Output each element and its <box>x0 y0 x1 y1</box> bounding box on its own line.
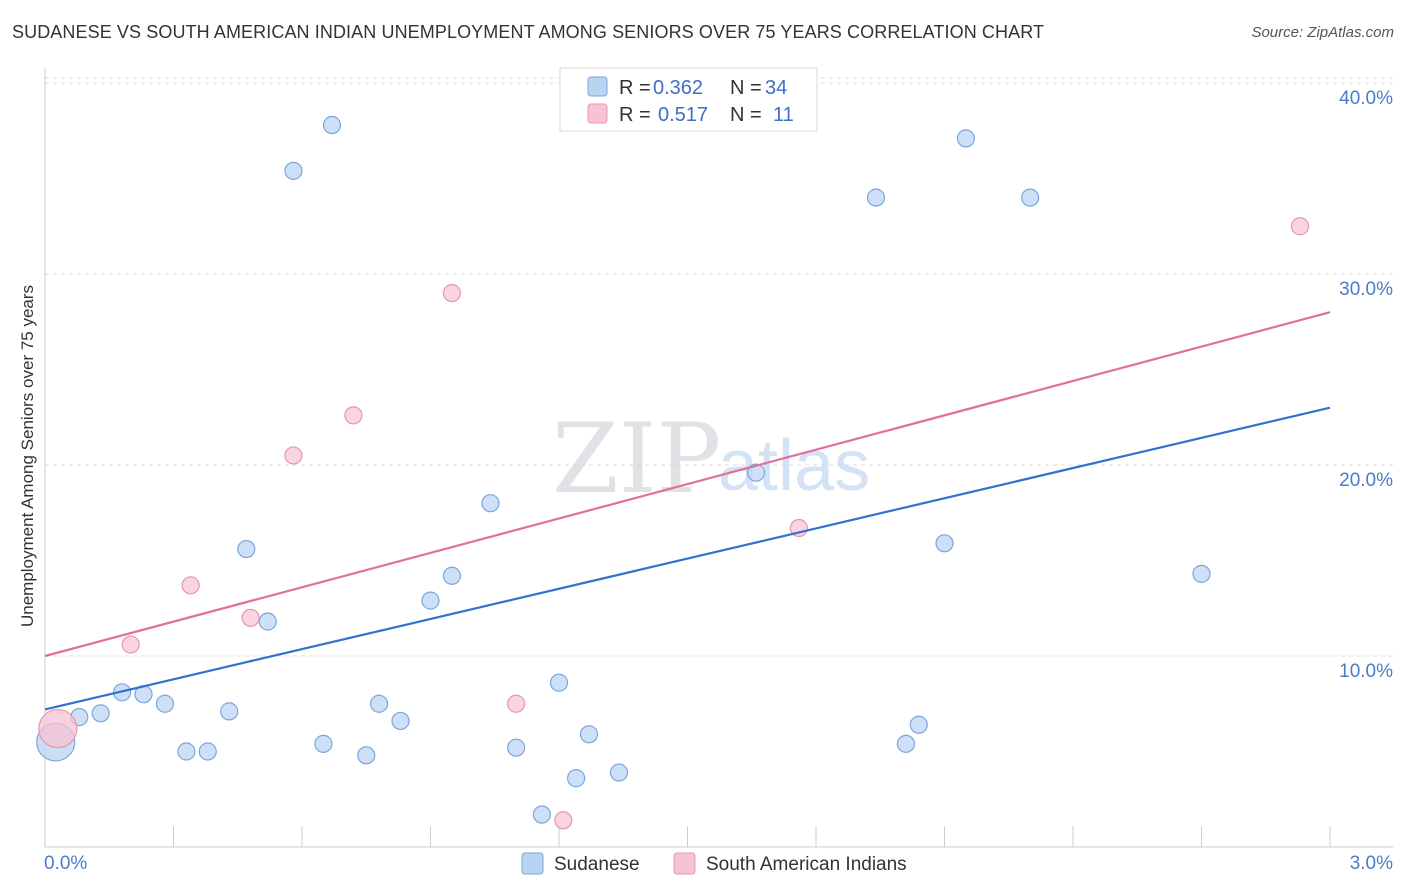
sudanese-n-value: 34 <box>765 77 787 99</box>
sai-point-2 <box>181 576 200 595</box>
sai-point-0 <box>38 708 78 749</box>
sudanese-point-32 <box>1021 188 1040 207</box>
x-tick-label-max: 3.0% <box>1350 853 1393 874</box>
y-tick-label-30: 30.0% <box>1339 279 1393 300</box>
data-points <box>36 115 1310 830</box>
sai-point-3 <box>241 608 260 627</box>
sai-point-4 <box>284 446 303 465</box>
sudanese-point-17 <box>421 591 440 610</box>
sudanese-r-value: 0.362 <box>653 77 703 99</box>
sudanese-point-23 <box>567 769 586 788</box>
legend-swatch-sudanese <box>521 852 544 875</box>
sudanese-point-13 <box>322 115 342 135</box>
watermark-atlas: atlas <box>718 426 870 506</box>
watermark: ZIP atlas <box>552 403 870 515</box>
source-label: Source: ZipAtlas.com <box>1251 24 1394 41</box>
sudanese-point-10 <box>258 612 277 631</box>
y-axis-label: Unemployment Among Seniors over 75 years <box>18 285 37 627</box>
sudanese-point-8 <box>220 702 239 721</box>
sudanese-point-21 <box>532 805 551 824</box>
sudanese-legend-swatch <box>587 76 608 97</box>
sudanese-point-18 <box>442 566 462 585</box>
sudanese-point-28 <box>896 734 916 753</box>
sudanese-point-11 <box>284 161 303 180</box>
sai-point-1 <box>121 635 140 654</box>
sai-trend-line <box>44 311 1331 658</box>
sudanese-r-label: R = <box>619 77 651 99</box>
sudanese-trend-line <box>44 406 1331 711</box>
legend-label-sudanese: Sudanese <box>554 854 640 875</box>
sudanese-point-25 <box>609 763 629 782</box>
sai-r-value: 0.517 <box>658 104 708 126</box>
legend-swatch-sai <box>673 852 696 875</box>
sudanese-point-20 <box>507 738 526 757</box>
sai-point-8 <box>554 811 573 830</box>
sai-r-label: R = <box>619 104 651 126</box>
sudanese-point-15 <box>370 694 389 713</box>
sudanese-point-6 <box>177 742 196 761</box>
sudanese-point-14 <box>357 746 376 765</box>
sudanese-point-7 <box>198 742 217 761</box>
sudanese-point-9 <box>237 539 256 559</box>
sai-n-value: 11 <box>773 104 794 126</box>
sudanese-n-label: N = <box>730 77 762 99</box>
sai-n-label: N = <box>730 104 762 126</box>
sudanese-point-2 <box>91 704 110 723</box>
y-tick-label-40: 40.0% <box>1339 88 1393 109</box>
chart-title: SUDANESE VS SOUTH AMERICAN INDIAN UNEMPL… <box>12 22 1045 42</box>
sudanese-point-31 <box>956 129 976 148</box>
sudanese-point-16 <box>391 711 410 731</box>
y-tick-labels: 10.0% 20.0% 30.0% 40.0% <box>1339 88 1393 682</box>
sudanese-point-19 <box>481 494 500 513</box>
y-tick-label-20: 20.0% <box>1339 470 1393 491</box>
sudanese-point-30 <box>935 534 954 553</box>
sudanese-point-29 <box>909 715 928 734</box>
sudanese-point-33 <box>1192 564 1211 583</box>
sai-legend-swatch <box>587 103 608 124</box>
sai-point-10 <box>1290 217 1310 236</box>
x-tick-label-min: 0.0% <box>44 853 87 874</box>
sai-point-5 <box>344 406 363 425</box>
grid-lines <box>45 77 1393 657</box>
legend-label-sai: South American Indians <box>706 854 907 875</box>
y-tick-label-10: 10.0% <box>1339 661 1393 682</box>
sudanese-point-22 <box>549 673 569 692</box>
sai-point-7 <box>507 694 526 713</box>
sudanese-point-27 <box>866 188 886 207</box>
sudanese-point-12 <box>314 734 333 753</box>
sudanese-point-5 <box>155 694 175 713</box>
watermark-zip: ZIP <box>552 403 721 515</box>
stats-legend: R = 0.362 N = 34 R = 0.517 N = 11 <box>559 67 818 132</box>
sai-point-6 <box>442 284 462 303</box>
sudanese-point-26 <box>746 463 766 482</box>
series-legend: Sudanese South American Indians <box>521 852 907 875</box>
sudanese-point-24 <box>579 725 599 744</box>
trend-lines <box>44 311 1331 711</box>
